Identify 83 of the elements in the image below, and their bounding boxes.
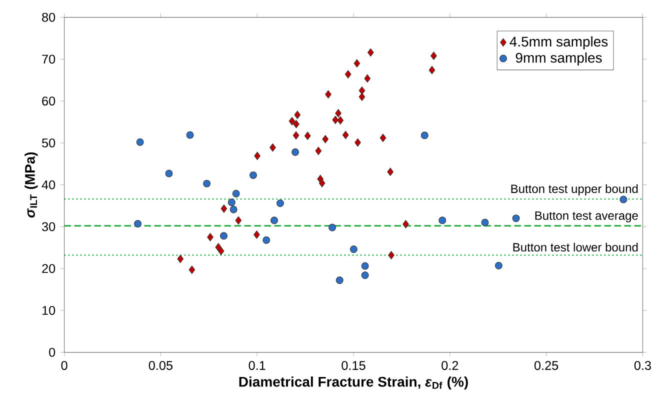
point — [387, 168, 394, 176]
point — [481, 218, 489, 226]
point — [354, 138, 361, 147]
point — [203, 180, 211, 188]
y-tick-label: 0 — [49, 348, 56, 357]
x-tick-label: 0.2 — [442, 361, 458, 370]
point — [220, 232, 228, 240]
x-tick-label: 0.25 — [534, 361, 558, 370]
point — [188, 266, 196, 274]
point — [337, 116, 344, 124]
point — [428, 66, 436, 74]
point — [186, 131, 194, 139]
point — [358, 92, 366, 102]
point — [438, 216, 446, 224]
ref-line-label: Button test average — [535, 211, 638, 222]
point — [136, 138, 144, 146]
point — [288, 117, 296, 126]
point — [304, 132, 311, 140]
point — [335, 109, 342, 118]
point — [292, 148, 300, 156]
point — [270, 216, 278, 224]
point — [380, 134, 386, 142]
y-tick-label: 20 — [42, 264, 56, 274]
point — [220, 204, 228, 213]
x-tick-label: 0.05 — [148, 361, 173, 370]
x-tick-label: 0.1 — [248, 361, 266, 370]
point — [388, 251, 394, 260]
ref-line-label: Button test upper bound — [511, 184, 638, 196]
y-tick-label: 70 — [42, 54, 56, 64]
y-tick-label: 40 — [42, 180, 56, 190]
y-tick-label: 80 — [42, 12, 56, 22]
point — [177, 254, 184, 264]
point — [620, 196, 628, 204]
point — [430, 52, 437, 60]
ref-line-label: Button test lower bound — [513, 242, 638, 252]
legend-label: 9mm samples — [516, 52, 602, 66]
point — [250, 171, 257, 179]
y-tick-label: 30 — [42, 222, 56, 232]
point — [322, 135, 329, 144]
point — [350, 246, 358, 254]
point — [494, 262, 502, 270]
point — [134, 220, 142, 228]
point — [235, 216, 242, 225]
point — [254, 230, 260, 239]
x-tick-label: 0.3 — [634, 361, 651, 370]
point — [230, 206, 238, 214]
point — [262, 236, 270, 244]
point — [344, 70, 352, 78]
point — [270, 143, 276, 152]
point — [232, 190, 240, 198]
point — [318, 178, 326, 188]
point — [294, 110, 301, 120]
point — [402, 220, 409, 228]
y-tick-label: 60 — [42, 96, 56, 106]
point — [361, 262, 369, 270]
point — [165, 170, 173, 178]
point — [325, 90, 332, 98]
point — [254, 152, 260, 160]
point — [420, 132, 428, 140]
point — [218, 246, 224, 256]
point — [367, 48, 374, 57]
point — [336, 276, 344, 284]
y-tick-label: 50 — [42, 138, 56, 148]
point — [315, 146, 322, 156]
point — [364, 74, 371, 83]
point — [358, 86, 366, 95]
y-axis-title: σ$_{ILT}$ (MPa) — [24, 152, 38, 218]
x-axis-title: Diametrical Fracture Strain, ε$_{Df}$ (%) — [239, 376, 468, 390]
point — [328, 224, 336, 232]
point — [292, 131, 300, 140]
point — [276, 199, 284, 207]
x-tick-label: 0 — [61, 361, 68, 370]
point — [512, 214, 520, 222]
point — [361, 272, 369, 279]
point — [342, 130, 349, 140]
point — [228, 198, 236, 206]
point — [332, 116, 339, 124]
point — [293, 120, 300, 128]
x-tick-label: 0.15 — [342, 361, 366, 370]
point — [354, 59, 360, 68]
legend-label: 4.5mm samples — [510, 36, 608, 50]
y-tick-label: 10 — [42, 306, 56, 315]
point — [207, 233, 214, 242]
